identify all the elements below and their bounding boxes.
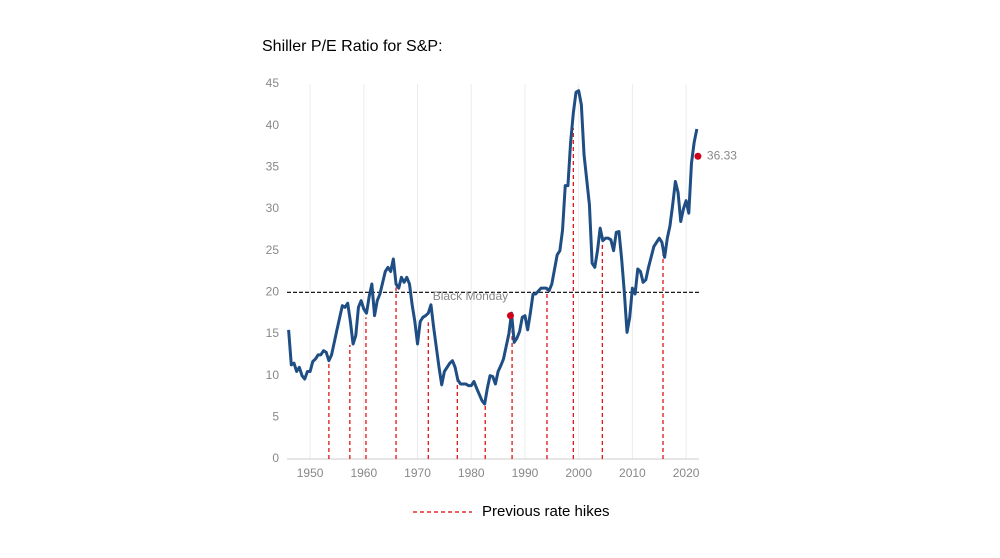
annotation-point (694, 152, 702, 160)
x-tick-label: 2020 (673, 466, 700, 480)
x-tick-label: 1950 (297, 466, 324, 480)
y-tick-label: 10 (266, 368, 280, 382)
y-tick-label: 20 (266, 285, 280, 299)
x-tick-label: 1970 (404, 466, 431, 480)
y-tick-label: 45 (266, 76, 280, 90)
annotation-label: 36.33 (707, 148, 737, 162)
x-tick-label: 1980 (458, 466, 485, 480)
x-tick-label: 1960 (350, 466, 377, 480)
x-tick-label: 1990 (512, 466, 539, 480)
y-tick-label: 0 (272, 451, 279, 465)
y-tick-label: 35 (266, 160, 280, 174)
x-tick-label: 2000 (565, 466, 592, 480)
annotation-label: Black Monday (433, 289, 508, 303)
y-tick-label: 15 (266, 326, 280, 340)
y-tick-label: 30 (266, 201, 280, 215)
y-tick-label: 25 (266, 243, 280, 257)
chart-title: Shiller P/E Ratio for S&P: (262, 38, 443, 55)
data-line (287, 89, 699, 406)
annotation-point (506, 312, 514, 320)
x-tick-label: 2010 (619, 466, 646, 480)
legend-label: Previous rate hikes (482, 503, 610, 520)
y-tick-label: 5 (272, 410, 279, 424)
y-tick-label: 40 (266, 118, 280, 132)
